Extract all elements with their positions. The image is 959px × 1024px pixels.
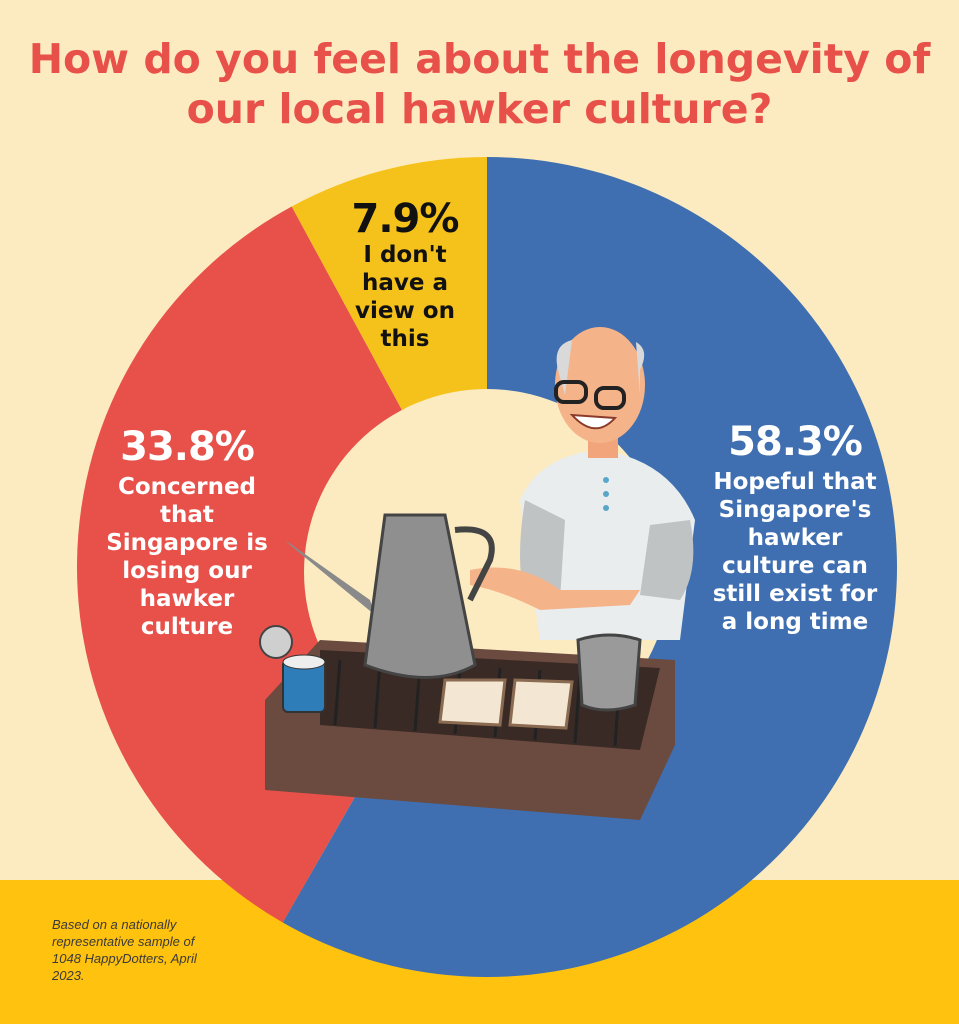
slice-label-no-view: 7.9% I don't have a view on this [335,197,475,353]
chart-title: How do you feel about the longevity of o… [28,35,931,133]
toast [508,678,574,730]
data-label: 33.8% [120,424,255,470]
data-label: 58.3% [728,419,863,465]
legend-text: Hopeful that Singapore's hawker culture … [712,469,878,635]
cup [576,633,642,712]
kettle [363,513,477,679]
slice-label-hopeful: 58.3% Hopeful that Singapore's hawker cu… [700,420,890,636]
slice-label-concerned: 33.8% Concerned that Singapore is losing… [102,425,272,641]
data-label: 7.9% [351,196,460,242]
footnote: Based on a nationally representative sam… [52,917,197,983]
legend-text: I don't have a view on this [355,242,455,352]
man-head [555,327,645,443]
hawker-illustration [259,327,695,820]
legend-text: Concerned that Singapore is losing our h… [106,474,268,640]
toast [438,678,507,727]
